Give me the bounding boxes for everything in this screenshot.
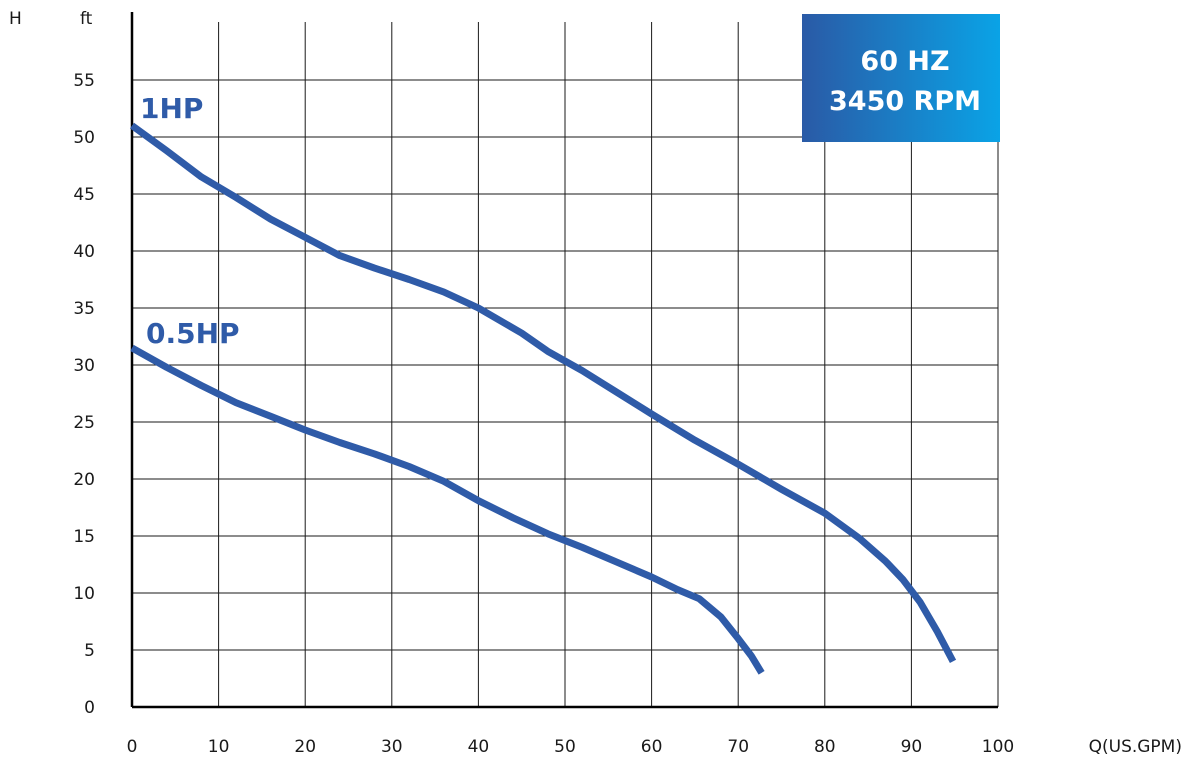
- series-label-0-5hp: 0.5HP: [146, 317, 240, 350]
- y-tick-label-25: 25: [73, 413, 95, 433]
- x-tick-label-90: 90: [901, 737, 923, 757]
- y-axis-unit: ft: [80, 9, 93, 29]
- y-tick-label-50: 50: [73, 128, 95, 148]
- x-tick-label-0: 0: [127, 737, 138, 757]
- y-tick-label-0: 0: [84, 698, 95, 718]
- y-tick-label-20: 20: [73, 470, 95, 490]
- x-tick-label-60: 60: [641, 737, 663, 757]
- frequency-badge: 60 HZ 3450 RPM: [802, 14, 1000, 142]
- x-tick-label-80: 80: [814, 737, 836, 757]
- x-tick-label-40: 40: [468, 737, 490, 757]
- y-tick-label-40: 40: [73, 242, 95, 262]
- y-axis-symbol: H: [9, 9, 22, 29]
- y-tick-label-55: 55: [73, 71, 95, 91]
- y-tick-label-35: 35: [73, 299, 95, 319]
- series-curves: [129, 122, 957, 675]
- x-tick-label-100: 100: [982, 737, 1014, 757]
- x-tick-label-30: 30: [381, 737, 403, 757]
- x-tick-label-10: 10: [208, 737, 230, 757]
- tick-labels: 0 10 20 30 40 50 60 70 80 90 100 0 5 10 15 20 25 30 35 40 45…: [73, 71, 1014, 757]
- badge-line-2: 3450 RPM: [829, 86, 981, 117]
- x-tick-label-20: 20: [294, 737, 316, 757]
- series-line-1hp: [129, 122, 957, 664]
- series-label-1hp: 1HP: [140, 92, 203, 125]
- series-line-0-5hp: [130, 344, 765, 675]
- y-tick-label-45: 45: [73, 185, 95, 205]
- y-tick-label-10: 10: [73, 584, 95, 604]
- badge-background: [802, 14, 1000, 142]
- x-tick-label-70: 70: [727, 737, 749, 757]
- x-axis-label: Q(US.GPM): [1089, 737, 1182, 757]
- y-tick-label-30: 30: [73, 356, 95, 376]
- y-tick-label-5: 5: [84, 641, 95, 661]
- x-tick-label-50: 50: [554, 737, 576, 757]
- badge-line-1: 60 HZ: [860, 46, 949, 77]
- y-tick-label-15: 15: [73, 527, 95, 547]
